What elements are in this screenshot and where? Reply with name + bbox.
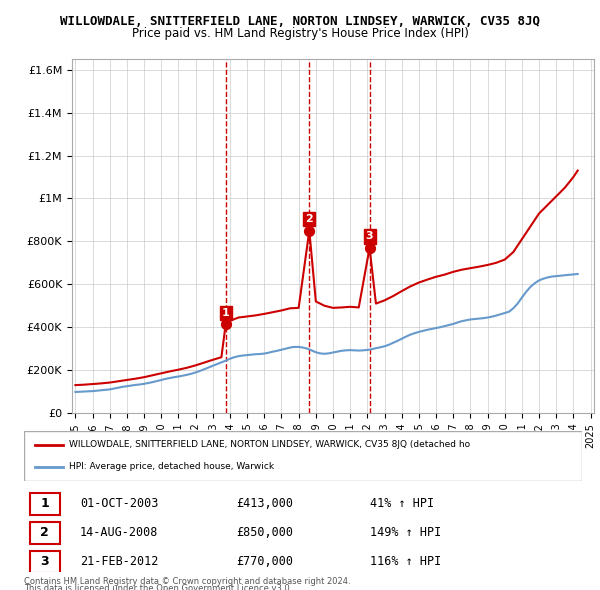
- Text: 1: 1: [40, 497, 49, 510]
- Point: [305, 226, 314, 235]
- Text: 3: 3: [40, 555, 49, 568]
- FancyBboxPatch shape: [29, 493, 60, 514]
- Text: 21-FEB-2012: 21-FEB-2012: [80, 555, 158, 568]
- Text: 2: 2: [305, 214, 313, 224]
- Text: 01-OCT-2003: 01-OCT-2003: [80, 497, 158, 510]
- Text: HPI: Average price, detached house, Warwick: HPI: Average price, detached house, Warw…: [68, 463, 274, 471]
- Point: [365, 243, 374, 253]
- Text: 116% ↑ HPI: 116% ↑ HPI: [370, 555, 441, 568]
- Point: [221, 320, 230, 329]
- Text: Price paid vs. HM Land Registry's House Price Index (HPI): Price paid vs. HM Land Registry's House …: [131, 27, 469, 40]
- Text: This data is licensed under the Open Government Licence v3.0.: This data is licensed under the Open Gov…: [24, 584, 292, 590]
- Text: 2: 2: [40, 526, 49, 539]
- Text: £770,000: £770,000: [236, 555, 293, 568]
- Text: 41% ↑ HPI: 41% ↑ HPI: [370, 497, 434, 510]
- Text: 1: 1: [222, 308, 230, 318]
- Text: WILLOWDALE, SNITTERFIELD LANE, NORTON LINDSEY, WARWICK, CV35 8JQ (detached ho: WILLOWDALE, SNITTERFIELD LANE, NORTON LI…: [68, 440, 470, 449]
- FancyBboxPatch shape: [29, 551, 60, 573]
- Text: WILLOWDALE, SNITTERFIELD LANE, NORTON LINDSEY, WARWICK, CV35 8JQ: WILLOWDALE, SNITTERFIELD LANE, NORTON LI…: [60, 15, 540, 28]
- FancyBboxPatch shape: [29, 522, 60, 544]
- Text: 3: 3: [366, 231, 373, 241]
- FancyBboxPatch shape: [24, 431, 582, 481]
- Text: 149% ↑ HPI: 149% ↑ HPI: [370, 526, 441, 539]
- Text: Contains HM Land Registry data © Crown copyright and database right 2024.: Contains HM Land Registry data © Crown c…: [24, 577, 350, 586]
- Text: 14-AUG-2008: 14-AUG-2008: [80, 526, 158, 539]
- Text: £850,000: £850,000: [236, 526, 293, 539]
- Text: £413,000: £413,000: [236, 497, 293, 510]
